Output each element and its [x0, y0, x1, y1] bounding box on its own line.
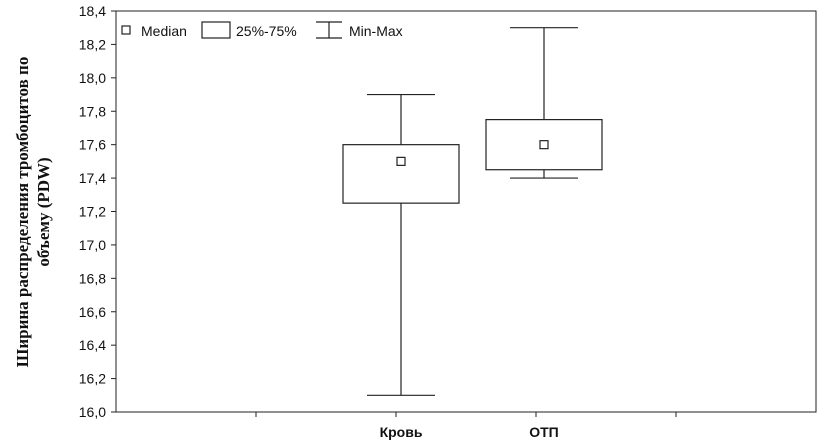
median-marker — [396, 156, 406, 166]
box-2 — [485, 27, 603, 179]
y-tick-label: 16,2 — [79, 371, 106, 387]
x-axis: Кровь ОТП — [255, 412, 677, 440]
y-axis-title-line: объему (PDW) — [34, 157, 53, 266]
box-1 — [342, 93, 460, 396]
y-tick-label: 17,4 — [79, 170, 106, 186]
median-marker — [539, 140, 549, 150]
y-axis-title-line: Ширина распределения тромбоцитов по — [13, 57, 32, 368]
y-tick-label: 16,6 — [79, 304, 106, 320]
y-tick-label: 16,0 — [79, 404, 106, 420]
legend-box-symbol — [201, 21, 231, 39]
y-tick-label: 17,2 — [79, 204, 106, 220]
y-axis: 16,0 16,2 16,4 16,6 16,8 17,0 17,2 17,4 17,6 17,8… — [79, 3, 116, 420]
x-category-label: ОТП — [529, 424, 559, 440]
legend-whisker-label: Min-Max — [349, 23, 403, 39]
y-tick-label: 18,2 — [79, 36, 106, 52]
x-category-label: Кровь — [380, 424, 423, 440]
y-tick-label: 16,4 — [79, 337, 106, 353]
boxes-group — [342, 27, 603, 396]
y-tick-label: 17,6 — [79, 137, 106, 153]
plot-area-frame — [115, 10, 817, 413]
iqr-box — [342, 144, 460, 204]
legend: Median 25%-75% Min-Max — [121, 21, 403, 39]
y-tick-label: 18,0 — [79, 70, 106, 86]
y-tick-label: 16,8 — [79, 270, 106, 286]
y-tick-label: 18,4 — [79, 3, 106, 19]
y-tick-label: 17,8 — [79, 103, 106, 119]
legend-median-label: Median — [141, 23, 187, 39]
legend-median-symbol — [121, 25, 131, 35]
y-axis-title: Ширина распределения тромбоцитов по объем… — [13, 57, 53, 368]
legend-box-label: 25%-75% — [236, 23, 297, 39]
y-tick-label: 17,0 — [79, 237, 106, 253]
